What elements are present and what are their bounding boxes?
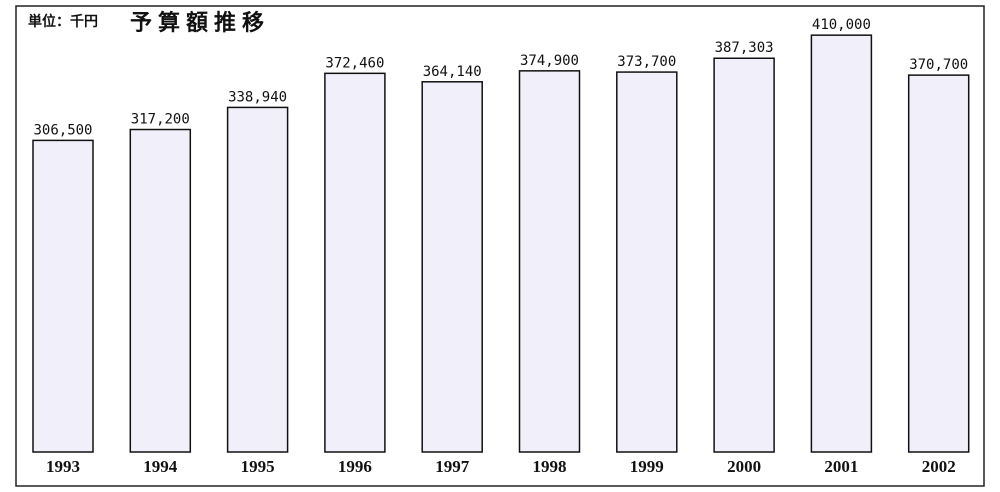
bar [129,128,192,453]
x-tick-label: 1994 [143,457,178,476]
bar [713,57,775,453]
value-label: 364,140 [423,64,482,80]
value-label: 374,900 [520,53,579,69]
x-tick-label: 1996 [338,457,372,476]
chart-title: 予算額推移 [130,10,270,36]
value-label: 370,700 [909,57,968,73]
bar [907,74,970,453]
value-label: 372,460 [325,55,384,71]
bar [226,106,289,453]
value-label: 387,303 [715,40,774,56]
frame [15,5,985,487]
value-label: 373,700 [617,54,676,70]
value-label: 306,500 [33,122,92,138]
bar [324,72,386,453]
x-tick-label: 1998 [533,457,567,476]
value-label: 317,200 [131,112,190,128]
x-tick-label: 1993 [46,457,80,476]
x-tick-label: 1995 [241,457,275,476]
bar [518,70,581,453]
x-tick-label: 1997 [435,457,470,476]
bar [810,34,873,453]
x-tick-label: 2001 [824,457,858,476]
bar [32,139,94,453]
bar [616,71,678,453]
unit-label: 単位：千円 [28,13,98,30]
x-tick-label: 2002 [922,457,956,476]
value-label: 338,940 [228,89,287,105]
value-label: 410,000 [812,17,871,33]
bar [421,81,483,453]
x-tick-label: 2000 [727,457,761,476]
x-tick-label: 1999 [630,457,664,476]
